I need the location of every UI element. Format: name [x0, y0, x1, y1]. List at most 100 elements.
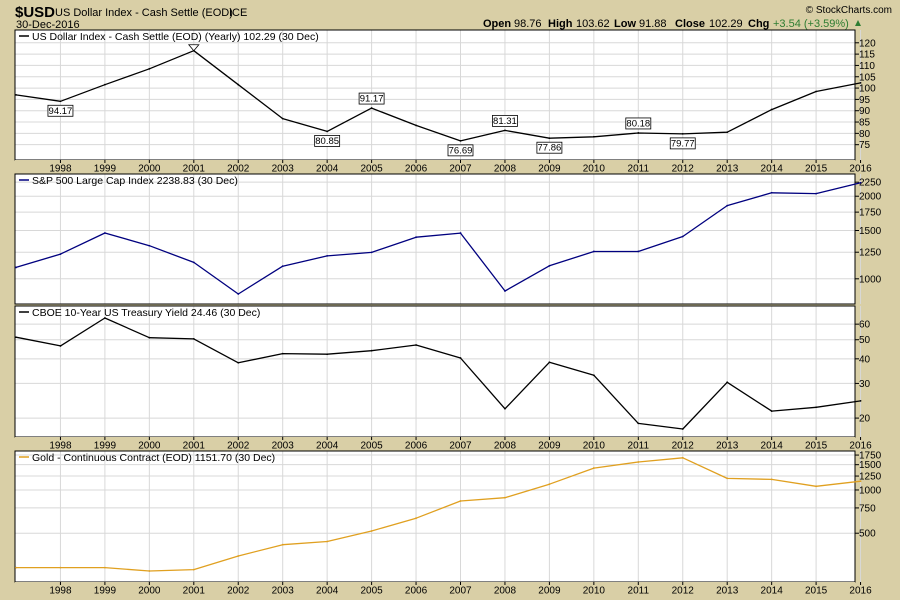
x-tick-label: 2016	[849, 164, 872, 175]
y-tick-label: 1750	[859, 451, 882, 462]
annotation-label: 91.17	[360, 94, 384, 105]
data-point-1-2015	[815, 192, 817, 195]
data-point-1-1997	[15, 266, 17, 269]
data-point-3-2012	[681, 456, 684, 459]
data-point-2-2015	[815, 406, 817, 409]
x-tick-label: 2011	[628, 586, 650, 597]
data-point-2-2002	[237, 361, 240, 364]
x-tick-label: 2014	[761, 586, 784, 597]
y-tick-label: 30	[859, 379, 871, 390]
annotation-box	[625, 117, 652, 130]
x-tick-label: 2001	[183, 441, 206, 452]
plot-area-1	[14, 173, 856, 305]
data-point-0-2003	[281, 117, 284, 120]
annotation-box	[536, 141, 563, 154]
x-tick-label: 2003	[272, 164, 295, 175]
annotation-label: 94.17	[49, 106, 73, 117]
data-point-3-2011	[637, 461, 640, 463]
y-tick-label: 20	[859, 414, 871, 425]
x-tick-label: 2012	[672, 164, 695, 175]
annotation-label: 79.77	[671, 138, 695, 149]
x-tick-label: 2007	[449, 441, 472, 452]
y-tick-label: 100	[859, 84, 876, 95]
x-tick-label: 2015	[805, 586, 828, 597]
data-point-0-2016	[859, 81, 862, 84]
y-tick-label: 1750	[859, 208, 882, 219]
data-point-2-2008	[504, 407, 506, 410]
data-point-2-2009	[548, 361, 551, 364]
data-point-2-1999	[104, 317, 106, 319]
y-tick-label: 120	[859, 38, 876, 49]
x-tick-label: 2005	[360, 441, 383, 452]
x-tick-label: 2001	[183, 164, 206, 175]
data-point-3-2008	[504, 496, 506, 499]
data-point-2-2012	[681, 428, 684, 430]
data-point-1-2012	[681, 235, 684, 238]
watermark: © StockCharts.com	[806, 5, 892, 16]
x-tick-label: 1999	[94, 164, 117, 175]
data-point-1-2011	[637, 250, 640, 253]
data-point-0-2005	[370, 107, 373, 109]
y-tick-label: 1000	[859, 485, 882, 496]
x-tick-label: 2000	[138, 164, 161, 175]
x-tick-label: 2009	[538, 441, 561, 452]
data-point-3-2005	[370, 530, 373, 532]
x-tick-label: 2013	[716, 441, 739, 452]
data-point-0-2012	[681, 132, 684, 135]
x-tick-label: 2005	[360, 586, 383, 597]
annotation-label: 80.18	[626, 118, 650, 129]
x-axis-band-2	[15, 437, 855, 451]
plot-area-2	[14, 305, 856, 438]
x-tick-label: 1999	[94, 441, 117, 452]
panel-title-0: US Dollar Index - Cash Settle (EOD) (Yea…	[32, 31, 319, 43]
data-point-2-2003	[281, 352, 284, 355]
data-point-0-1997	[15, 93, 17, 96]
y-tick-label: 85	[859, 118, 871, 129]
panel-title-1: S&P 500 Large Cap Index 2238.83 (30 Dec)	[32, 175, 238, 187]
y-tick-label: 90	[859, 106, 871, 117]
data-point-0-2015	[815, 90, 817, 93]
annotation-box	[447, 144, 474, 157]
tnx-panel: 20 30 40 50 60 CBOE 10-Year US Treasury Yield…	[14, 305, 872, 452]
annotation-box	[669, 137, 696, 150]
y-tick-label: 1250	[859, 472, 882, 483]
series-line-2	[15, 317, 861, 430]
chg-label: Chg	[748, 18, 769, 30]
x-tick-label: 2014	[761, 441, 784, 452]
x-tick-label: 2012	[672, 586, 695, 597]
data-point-3-1999	[104, 566, 106, 569]
y-tick-label: 1500	[859, 226, 882, 237]
data-point-0-2000	[148, 67, 151, 70]
x-tick-label: 2010	[583, 441, 606, 452]
y-tick-label: 2250	[859, 178, 882, 189]
quote-bar: Open 98.76 High 103.62 Low 91.88 Close 1…	[483, 18, 861, 30]
spx-panel: 1000 1250 1500 1750 2000 2250 S&P 500 Large Ca…	[14, 173, 882, 305]
x-tick-label: 2013	[716, 164, 739, 175]
x-tick-label: 2004	[316, 586, 339, 597]
exchange-name: ICE	[229, 7, 247, 19]
x-tick-label: 2003	[272, 586, 295, 597]
data-point-1-1999	[104, 232, 106, 234]
annotation-label: 80.85	[315, 136, 339, 147]
data-point-1-2008	[504, 290, 506, 292]
plot-border-1	[14, 173, 856, 305]
annotation-box	[358, 92, 385, 105]
data-point-0-2010	[592, 135, 595, 138]
y-tick-label: 95	[859, 95, 871, 106]
x-tick-label: 2002	[227, 164, 250, 175]
x-tick-label: 2006	[405, 441, 428, 452]
data-point-0-2013	[726, 131, 729, 134]
y-tick-label: 1000	[859, 274, 882, 285]
data-point-2-2010	[592, 374, 595, 377]
plot-area-0	[14, 29, 856, 161]
annotation-label: 81.31	[493, 116, 517, 127]
series-line-1	[15, 182, 861, 295]
data-point-1-2013	[726, 204, 729, 207]
x-tick-label: 1998	[49, 164, 72, 175]
data-point-0-2008	[504, 129, 506, 132]
annotation-box	[314, 135, 341, 147]
x-tick-label: 2009	[538, 586, 561, 597]
